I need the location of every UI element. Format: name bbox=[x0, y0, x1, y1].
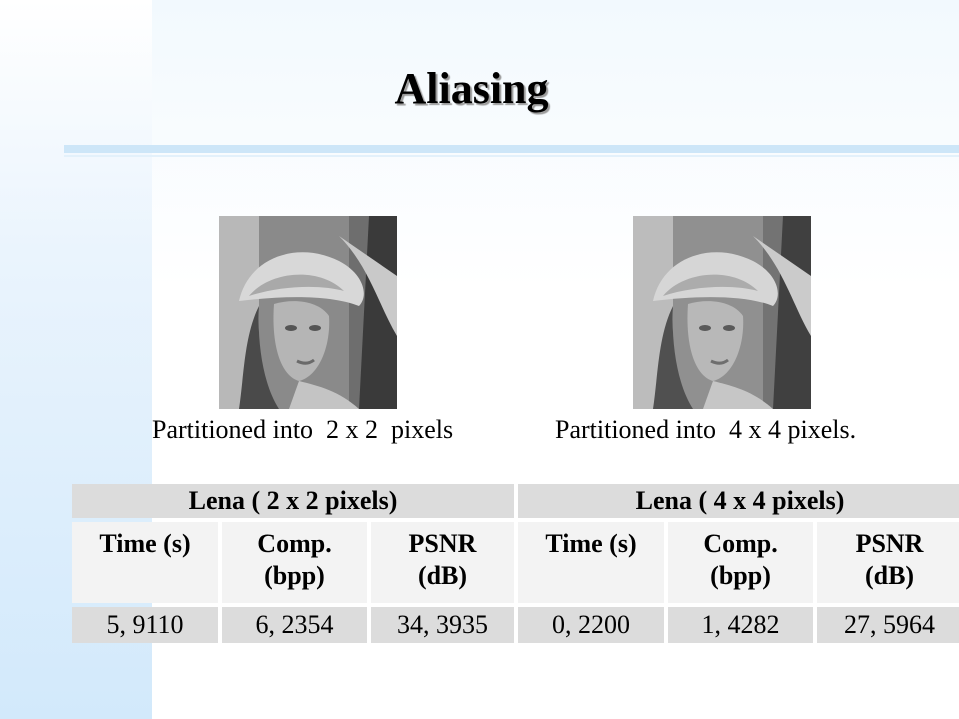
title-divider bbox=[64, 145, 959, 153]
caption-2x2: Partitioned into 2 x 2 pixels bbox=[152, 415, 454, 444]
column-header-line: Comp. bbox=[257, 529, 332, 558]
column-header-line: Comp. bbox=[703, 529, 778, 558]
column-header-comp: Comp. (bpp) bbox=[668, 522, 814, 603]
value-time-2x2: 5, 9110 bbox=[72, 607, 218, 643]
values-row: 5, 9110 6, 2354 34, 3935 0, 2200 1, 4282… bbox=[72, 607, 959, 643]
group-header-row: Lena ( 2 x 2 pixels) Lena ( 4 x 4 pixels… bbox=[72, 484, 959, 518]
results-table: Lena ( 2 x 2 pixels) Lena ( 4 x 4 pixels… bbox=[68, 480, 959, 647]
value-time-4x4: 0, 2200 bbox=[518, 607, 665, 643]
lena-photo-illustration bbox=[219, 216, 397, 409]
lena-photo-4x4 bbox=[633, 216, 811, 409]
column-header-time: Time (s) bbox=[72, 522, 218, 603]
group-title-2x2: Lena ( 2 x 2 pixels) bbox=[72, 484, 515, 518]
column-header-line: Time (s) bbox=[99, 529, 191, 558]
column-header-comp: Comp. (bpp) bbox=[222, 522, 367, 603]
lena-photo-2x2 bbox=[219, 216, 397, 409]
column-header-line: (dB) bbox=[417, 561, 468, 590]
column-header-line: Time (s) bbox=[545, 529, 637, 558]
column-header-time: Time (s) bbox=[518, 522, 665, 603]
column-header-psnr: PSNR (dB) bbox=[371, 522, 515, 603]
column-header-line: (bpp) bbox=[264, 561, 325, 590]
value-psnr-2x2: 34, 3935 bbox=[371, 607, 515, 643]
column-header-line: (dB) bbox=[864, 561, 915, 590]
column-header-line: (bpp) bbox=[710, 561, 771, 590]
value-comp-2x2: 6, 2354 bbox=[222, 607, 367, 643]
lena-photo-illustration bbox=[633, 216, 811, 409]
column-header-row: Time (s) Comp. (bpp) PSNR (dB) Time (s) Co… bbox=[72, 522, 959, 603]
column-header-line: PSNR bbox=[408, 529, 477, 558]
slide-title: Aliasing bbox=[394, 64, 549, 113]
title-divider-thin bbox=[64, 155, 959, 157]
value-comp-4x4: 1, 4282 bbox=[668, 607, 814, 643]
value-psnr-4x4: 27, 5964 bbox=[817, 607, 959, 643]
group-title-4x4: Lena ( 4 x 4 pixels) bbox=[518, 484, 959, 518]
column-header-psnr: PSNR (dB) bbox=[817, 522, 959, 603]
column-header-line: PSNR bbox=[855, 529, 924, 558]
caption-4x4: Partitioned into 4 x 4 pixels. bbox=[555, 415, 857, 444]
